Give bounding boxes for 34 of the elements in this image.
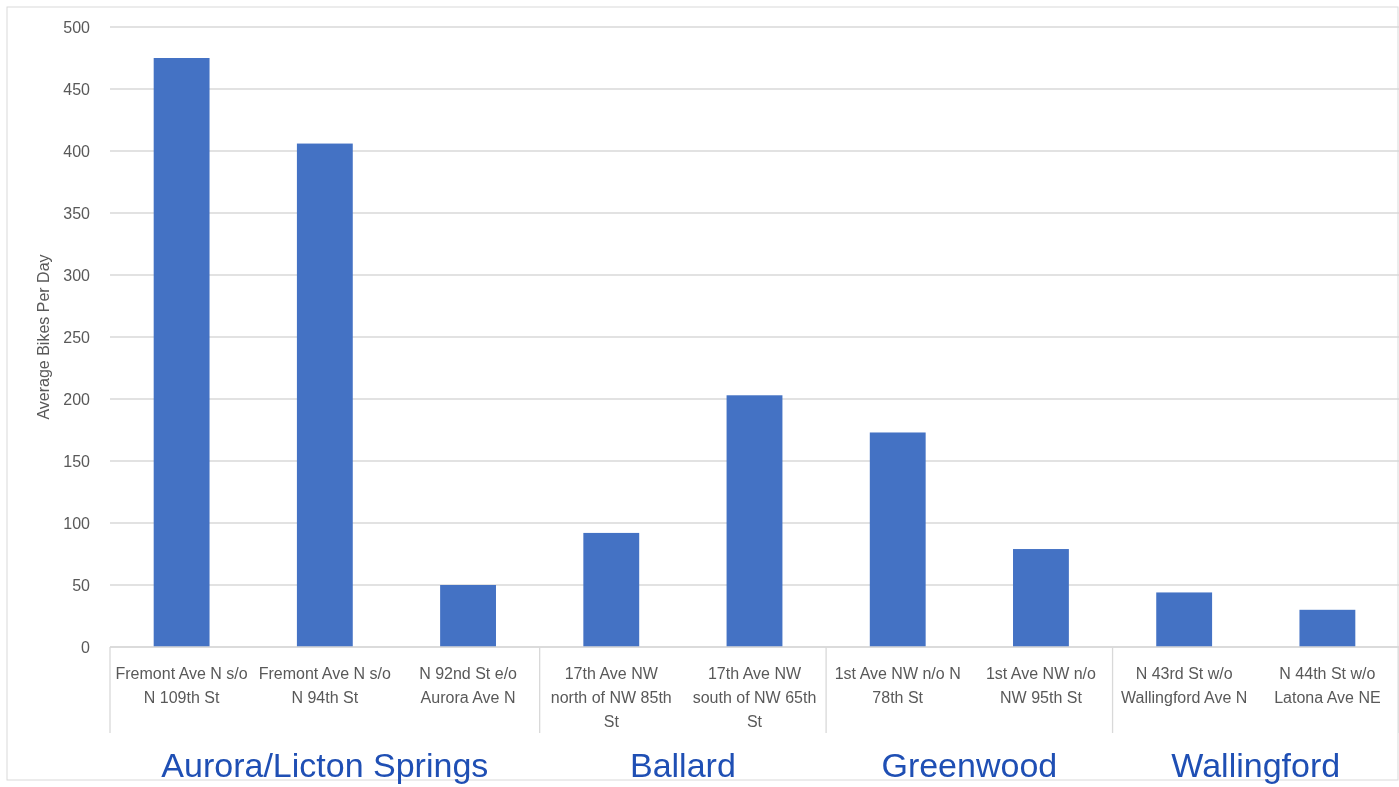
bar (296, 143, 353, 647)
text: Aurora/Licton Springs (161, 746, 489, 784)
bar (583, 532, 640, 647)
y-axis-title: Average Bikes Per Day (35, 254, 52, 420)
y-tick-label: 50 (72, 576, 91, 594)
y-tick-label: 450 (63, 80, 91, 98)
x-tick-label: Fremont Ave N s/o N 109th St (115, 665, 248, 706)
y-tick-label: 100 (63, 514, 91, 532)
bar (440, 585, 496, 647)
text: Wallingford (1171, 746, 1341, 784)
x-tick-label: N 43rd St w/o Wallingford Ave N (1121, 665, 1248, 706)
y-tick-label: 400 (63, 142, 91, 160)
y-tick-label: 300 (63, 266, 91, 284)
bar (726, 395, 783, 647)
y-tick-label: 0 (81, 638, 91, 656)
bar (1156, 592, 1213, 647)
y-tick-label: 500 (63, 18, 91, 36)
bar (153, 58, 210, 647)
x-tick-label: 17th Ave NW north of NW 85th St (550, 665, 672, 730)
text: Greenwood (881, 746, 1058, 784)
y-tick-label: 250 (63, 328, 91, 346)
bar (869, 432, 926, 647)
y-tick-label: 200 (63, 390, 91, 408)
y-tick-label: 350 (63, 204, 91, 222)
x-tick-label: Fremont Ave N s/o N 94th St (258, 665, 392, 706)
x-tick-label: N 92nd St e/o Aurora Ave N (419, 665, 518, 706)
bar (1299, 609, 1356, 647)
bar (1013, 549, 1069, 647)
text: Ballard (629, 746, 736, 784)
x-tick-label: 17th Ave NW south of NW 65th St (692, 665, 817, 730)
x-tick-label: 1st Ave NW n/o NW 95th St (985, 665, 1097, 706)
x-tick-label: 1st Ave NW n/o N 78th St (834, 665, 961, 706)
y-tick-label: 150 (63, 452, 91, 470)
x-tick-label: N 44th St w/o Latona Ave NE (1274, 665, 1381, 706)
